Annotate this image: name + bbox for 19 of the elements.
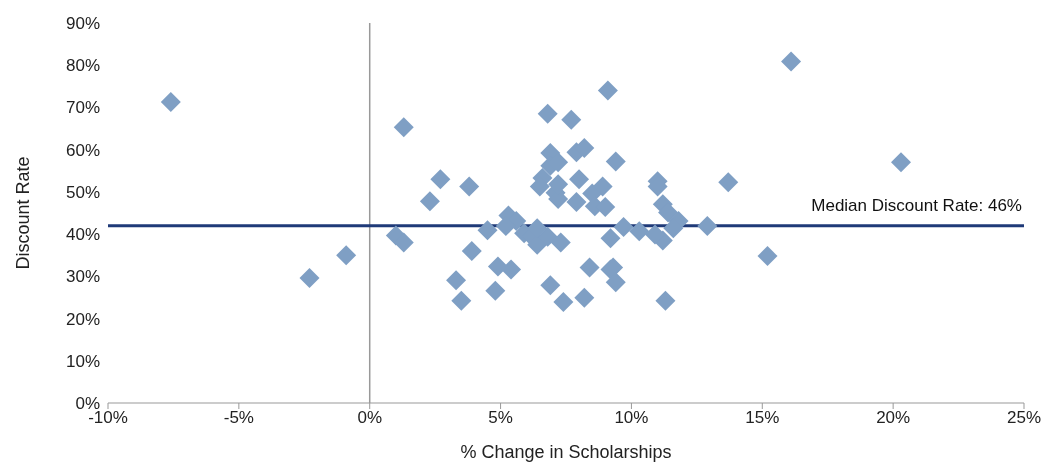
annotation: Median Discount Rate: 46% (811, 196, 1022, 216)
x-tick-label: 0% (357, 408, 382, 428)
x-tick-label: 15% (745, 408, 780, 428)
y-tick-label: 40% (65, 225, 100, 245)
y-tick-label: 20% (65, 309, 100, 329)
y-tick-label: 60% (65, 140, 100, 160)
x-tick-label: 5% (488, 408, 513, 428)
y-tick-label: 50% (65, 182, 100, 202)
x-axis-title: % Change in Scholarships (460, 442, 672, 462)
y-tick-label: 10% (65, 351, 100, 371)
x-tick-label: 25% (1006, 408, 1042, 428)
x-tick-label: -5% (223, 408, 254, 428)
y-axis-title: Discount Rate (13, 156, 34, 270)
y-tick-label: 90% (65, 14, 100, 34)
y-tick-label: 70% (65, 98, 100, 118)
x-tick-label: 10% (614, 408, 649, 428)
y-tick-label: 80% (65, 56, 100, 76)
y-tick-label: 30% (65, 267, 100, 287)
x-tick-label: 20% (876, 408, 911, 428)
